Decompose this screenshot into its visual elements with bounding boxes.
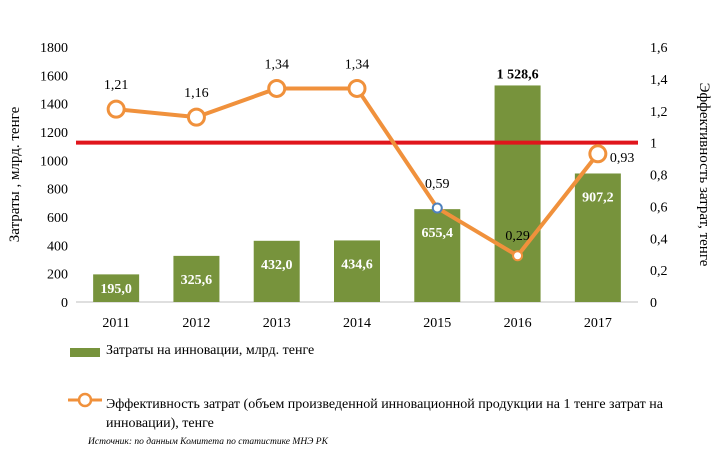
y2-tick-label: 0,8 [650, 169, 668, 184]
legend-line-label: Эффективность затрат (объем произведенно… [106, 397, 663, 431]
y2-tick-label: 0,4 [650, 232, 668, 247]
bar [173, 255, 220, 302]
bar [494, 85, 541, 302]
x-tick-label: 2017 [584, 316, 612, 331]
y-tick-label: 400 [47, 239, 68, 254]
y2-tick-label: 0 [650, 296, 657, 311]
line-point [588, 144, 608, 164]
bar-data-label: 907,2 [582, 190, 614, 205]
bar [93, 274, 140, 302]
line-point [186, 107, 206, 127]
line-data-label: 1,34 [264, 57, 289, 72]
x-tick-label: 2012 [182, 316, 210, 331]
line-data-label: 0,29 [505, 229, 530, 244]
bar [334, 240, 380, 302]
legend-bar-label: Затраты на инновации, млрд. тенге [106, 343, 315, 358]
y-tick-label: 600 [47, 211, 68, 226]
line-data-label: 0,59 [425, 177, 450, 192]
legend-bar-swatch [70, 348, 100, 357]
y-tick-label: 800 [47, 183, 68, 198]
line-point [347, 78, 367, 98]
bar-data-label: 1 528,6 [497, 67, 539, 82]
y2-tick-label: 0,2 [650, 264, 668, 279]
y-tick-label: 0 [61, 296, 68, 311]
x-tick-label: 2014 [343, 316, 371, 331]
x-tick-label: 2015 [423, 316, 451, 331]
x-tick-label: 2013 [263, 316, 291, 331]
bar-data-label: 432,0 [261, 258, 293, 273]
line-data-label: 1,34 [345, 57, 370, 72]
y2-tick-label: 1,2 [650, 105, 668, 120]
source-note: Источник: по данным Комитета по статисти… [88, 437, 328, 447]
y2-tick-label: 1,6 [650, 41, 668, 56]
bar-data-label: 434,6 [341, 257, 373, 272]
y-tick-label: 200 [47, 268, 68, 283]
line-point [267, 78, 287, 98]
x-tick-label: 2011 [102, 316, 129, 331]
bar [414, 209, 461, 302]
bar [574, 173, 621, 302]
line-data-label: 0,93 [610, 151, 635, 166]
bar-data-label: 325,6 [181, 273, 213, 288]
y-tick-label: 1600 [40, 69, 68, 84]
bar [253, 240, 300, 302]
y-tick-label: 1200 [40, 126, 68, 141]
bar-data-label: 195,0 [100, 282, 132, 297]
y-tick-label: 1400 [40, 98, 68, 113]
line-point [106, 99, 126, 119]
y-tick-label: 1000 [40, 154, 68, 169]
line-data-label: 1,16 [184, 86, 209, 101]
y2-axis-title: Эффективность затрат, тенге [696, 83, 712, 267]
combo-chart: 0 200 400 600 800 1000 1200 1400 1600 1800 0 0,2 0,4… [7, 41, 712, 331]
x-tick-label: 2016 [504, 316, 532, 331]
line-point [431, 202, 443, 214]
y-tick-label: 1800 [40, 41, 68, 56]
line-point [512, 250, 524, 262]
line-data-label: 1,21 [104, 78, 129, 93]
y2-tick-label: 1 [650, 137, 657, 152]
legend-line-swatch [68, 392, 102, 408]
y2-tick-label: 0,6 [650, 200, 668, 215]
y2-tick-label: 1,4 [650, 73, 668, 88]
y-axis-title: Затраты , млрд. тенге [7, 106, 23, 242]
bar-data-label: 655,4 [422, 226, 454, 241]
